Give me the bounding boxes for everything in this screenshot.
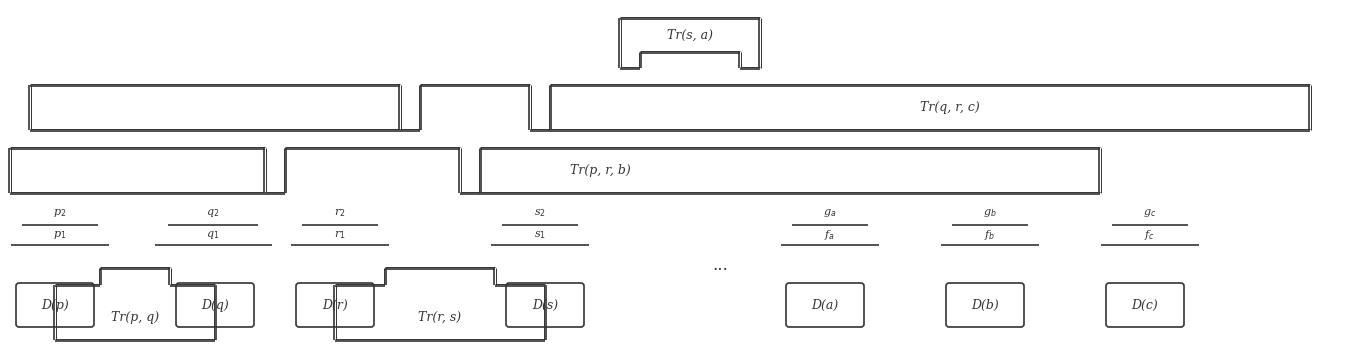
Text: D(p): D(p) xyxy=(42,298,69,312)
Text: ...: ... xyxy=(712,256,728,273)
Text: D(q): D(q) xyxy=(202,298,229,312)
FancyBboxPatch shape xyxy=(785,283,863,327)
Text: Tr(q, r, c): Tr(q, r, c) xyxy=(920,101,981,114)
Text: D(c): D(c) xyxy=(1131,298,1158,312)
Text: r$_{1}$: r$_{1}$ xyxy=(334,229,346,241)
Text: g$_{a}$: g$_{a}$ xyxy=(823,207,837,219)
Text: Tr(p, r, b): Tr(p, r, b) xyxy=(570,164,631,177)
Text: q$_{2}$: q$_{2}$ xyxy=(206,207,219,219)
Text: f$_{c}$: f$_{c}$ xyxy=(1145,228,1155,242)
Text: f$_{b}$: f$_{b}$ xyxy=(985,228,995,242)
Text: g$_{c}$: g$_{c}$ xyxy=(1143,207,1157,219)
Text: Tr(r, s): Tr(r, s) xyxy=(418,311,461,324)
Text: f$_{a}$: f$_{a}$ xyxy=(824,228,835,242)
Text: D(r): D(r) xyxy=(321,298,348,312)
Text: g$_{b}$: g$_{b}$ xyxy=(983,207,997,219)
Text: r$_{2}$: r$_{2}$ xyxy=(334,207,346,219)
FancyBboxPatch shape xyxy=(506,283,584,327)
FancyBboxPatch shape xyxy=(16,283,94,327)
FancyBboxPatch shape xyxy=(176,283,254,327)
Text: Tr(s, a): Tr(s, a) xyxy=(667,29,713,41)
FancyBboxPatch shape xyxy=(946,283,1024,327)
Text: q$_{1}$: q$_{1}$ xyxy=(206,229,219,241)
FancyBboxPatch shape xyxy=(1106,283,1184,327)
Text: D(a): D(a) xyxy=(811,298,839,312)
FancyBboxPatch shape xyxy=(296,283,374,327)
Text: Tr(p, q): Tr(p, q) xyxy=(110,311,159,324)
Text: D(s): D(s) xyxy=(531,298,558,312)
Text: p$_{2}$: p$_{2}$ xyxy=(54,207,67,219)
Text: p$_{1}$: p$_{1}$ xyxy=(54,229,67,241)
Text: D(b): D(b) xyxy=(971,298,999,312)
Text: s$_{2}$: s$_{2}$ xyxy=(534,207,546,219)
Text: s$_{1}$: s$_{1}$ xyxy=(534,229,546,241)
